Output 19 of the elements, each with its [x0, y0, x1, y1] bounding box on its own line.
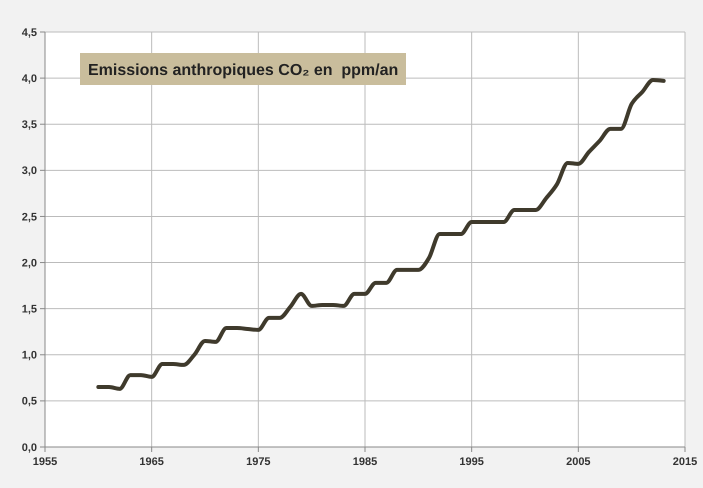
- x-tick-label: 1995: [459, 456, 484, 468]
- x-tick-label: 2015: [672, 456, 698, 468]
- x-tick-label: 1955: [32, 456, 58, 468]
- x-tick-label: 1975: [246, 456, 271, 468]
- y-tick-label: 3,5: [22, 119, 37, 132]
- x-tick-label: 1965: [139, 456, 164, 468]
- y-tick-label: 2,0: [22, 257, 37, 270]
- x-tick-label: 1985: [352, 456, 378, 468]
- x-tick-label: 2005: [566, 456, 591, 468]
- y-tick-label: 1,0: [22, 350, 37, 362]
- y-tick-label: 4,5: [22, 26, 37, 39]
- y-tick-label: 1,5: [22, 304, 37, 316]
- text: Emissions anthropiques CO₂ en ppm/an: [88, 62, 398, 79]
- y-tick-label: 3,0: [22, 165, 37, 178]
- y-tick-label: 2,5: [22, 211, 37, 224]
- y-tick-label: 0,0: [22, 442, 37, 454]
- y-tick-label: 4,0: [22, 72, 37, 85]
- line-series: [96, 78, 666, 391]
- y-tick-label: 0,5: [22, 396, 37, 408]
